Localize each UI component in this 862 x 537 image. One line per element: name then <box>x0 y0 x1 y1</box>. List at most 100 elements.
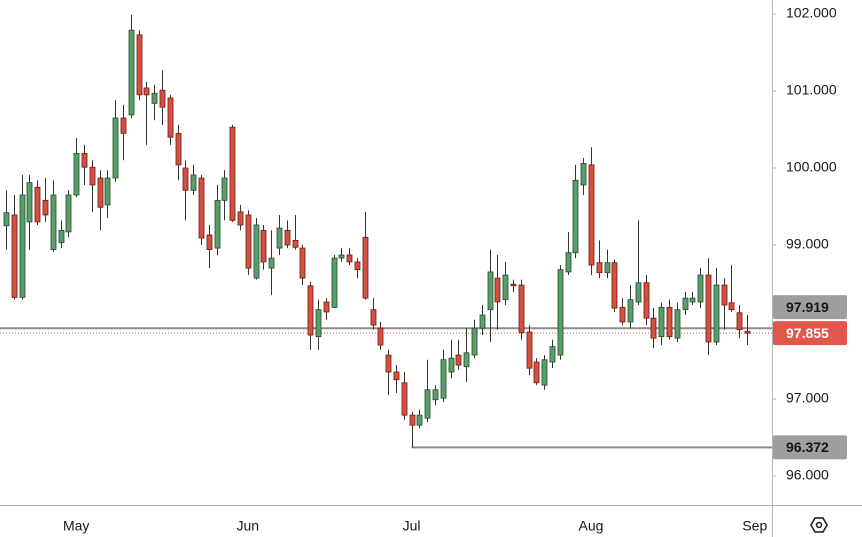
candle-body <box>214 199 221 249</box>
candle-body <box>393 371 400 381</box>
candle-body <box>11 214 18 298</box>
candle-body <box>136 34 143 96</box>
candle-body <box>175 132 182 166</box>
candle-body <box>89 166 96 186</box>
candle-body <box>260 229 267 263</box>
candle-body <box>682 297 689 311</box>
candle-body <box>268 257 275 269</box>
y-tick-label: 100.000 <box>786 159 837 175</box>
candle-body <box>705 274 712 343</box>
candle-body <box>627 299 634 323</box>
candle-body <box>112 117 119 179</box>
y-tick-label: 102.000 <box>786 5 837 21</box>
candle-body <box>432 389 439 401</box>
price-label: 97.855 <box>786 325 829 341</box>
candle-body <box>346 254 353 263</box>
candles <box>3 14 751 448</box>
candle-body <box>190 174 197 191</box>
candle-body <box>510 283 517 287</box>
y-tick-label: 99.000 <box>786 236 829 252</box>
candle-body <box>307 285 314 336</box>
candle-body <box>721 284 728 306</box>
candle-body <box>463 352 470 368</box>
candle-body <box>526 331 533 369</box>
candle-body <box>323 301 330 313</box>
candle-body <box>97 177 104 208</box>
candle-body <box>221 177 228 201</box>
candle-body <box>128 29 135 116</box>
candle-body <box>253 224 260 279</box>
candle-body <box>518 284 525 334</box>
candle-body <box>292 239 299 248</box>
candle-body <box>143 87 150 96</box>
candle-body <box>19 194 26 298</box>
candle-body <box>362 236 369 299</box>
candle-body <box>315 309 322 338</box>
x-tick-label: Sep <box>742 518 767 534</box>
x-tick-label: Jun <box>237 518 260 534</box>
y-tick-label: 96.000 <box>786 467 829 483</box>
candle-body <box>377 327 384 346</box>
price-label-box <box>773 435 847 460</box>
candle-body <box>728 302 735 311</box>
candle-body <box>588 164 595 266</box>
candle-body <box>487 271 494 311</box>
candle-body <box>565 252 572 273</box>
candle-body <box>541 359 548 386</box>
settings-icon-dot[interactable] <box>815 521 823 529</box>
candle-body <box>229 126 236 221</box>
settings-button[interactable] <box>810 517 828 533</box>
candle-body <box>42 199 49 216</box>
candle-body <box>354 261 361 271</box>
candle-body <box>416 414 423 426</box>
candle-body <box>494 277 501 303</box>
candle-body <box>619 306 626 323</box>
candle-body <box>643 282 650 319</box>
candle-body <box>635 282 642 303</box>
price-label-box <box>773 295 847 320</box>
candle-body <box>697 274 704 303</box>
candle-body <box>50 194 57 251</box>
candle-body <box>58 229 65 244</box>
candle-body <box>245 214 252 269</box>
candle-body <box>666 306 673 338</box>
candle-body <box>611 262 618 309</box>
candle-body <box>206 234 213 251</box>
candle-body <box>502 274 509 301</box>
candle-body <box>479 314 486 329</box>
candle-body <box>167 97 174 138</box>
candle-body <box>440 359 447 399</box>
candle-body <box>338 254 345 259</box>
candle-body <box>409 414 416 426</box>
candle-body <box>401 382 408 416</box>
candle-body <box>572 179 579 254</box>
x-tick-label: Jul <box>403 518 421 534</box>
candle-body <box>65 194 72 233</box>
candle-body <box>26 182 33 223</box>
candle-body <box>120 117 127 134</box>
candle-body <box>549 346 556 363</box>
candle-body <box>151 92 158 104</box>
candle-body <box>34 186 41 223</box>
candle-body <box>370 309 377 326</box>
candle-body <box>81 152 88 168</box>
x-tick-label: Aug <box>579 518 604 534</box>
candle-body <box>448 357 455 373</box>
candle-body <box>744 330 751 334</box>
candle-body <box>713 284 720 343</box>
candle-body <box>284 229 291 246</box>
candle-body <box>736 312 743 331</box>
price-label-box <box>773 321 847 346</box>
level-lines <box>0 327 772 449</box>
candle-body <box>299 247 306 279</box>
candle-body <box>385 354 392 373</box>
candle-body <box>73 152 80 196</box>
candle-body <box>3 212 10 227</box>
settings-icon[interactable] <box>810 517 828 533</box>
candle-body <box>159 89 166 108</box>
candle-body <box>182 167 189 191</box>
candle-body <box>237 211 244 226</box>
candle-body <box>674 309 681 339</box>
candle-body <box>424 389 431 419</box>
